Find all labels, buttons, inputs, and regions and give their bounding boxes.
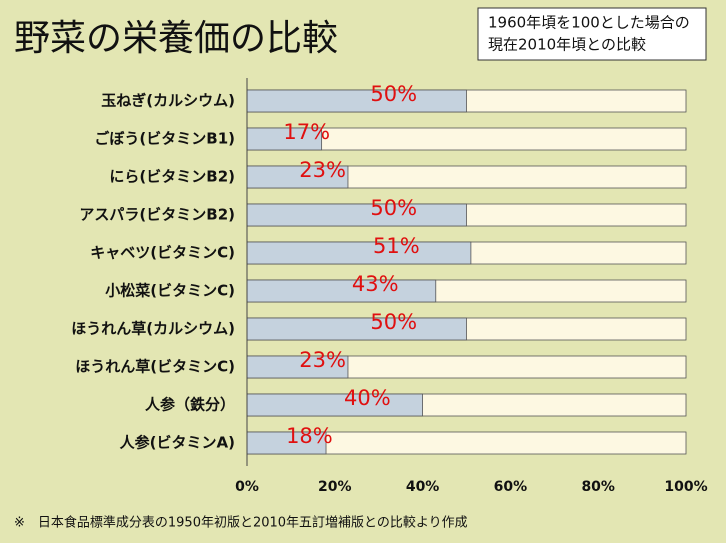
x-tick-label: 0% [235,479,259,495]
y-tick-label: ほうれん草(ビタミンC) [75,358,235,376]
value-label: 50% [370,310,417,334]
x-tick-label: 80% [581,479,615,495]
y-tick-label: 小松菜(ビタミンC) [105,282,235,300]
value-label: 23% [299,158,346,182]
bar [246,89,467,113]
y-tick-label: 人参(ビタミンA) [120,434,235,452]
y-tick-label: アスパラ(ビタミンB2) [79,206,235,224]
y-tick-label: キャベツ(ビタミンC) [90,244,235,262]
subtitle: 1960年頃を100とした場合の [488,14,690,32]
chart-title: 野菜の栄養価の比較 [14,18,338,59]
y-tick-label: ほうれん草(カルシウム) [71,320,235,338]
x-tick-label: 60% [494,479,528,495]
x-tick-label: 100% [664,479,707,495]
value-label: 17% [283,120,330,144]
value-label: 40% [344,386,391,410]
subtitle-box [477,7,707,61]
subtitle: 現在2010年頃との比較 [488,36,646,54]
bar [246,317,467,341]
footnote: ※ 日本食品標準成分表の1950年初版と2010年五訂増補版との比較より作成 [14,515,468,531]
value-label: 18% [286,424,333,448]
value-label: 43% [352,272,399,296]
y-tick-label: ごぼう(ビタミンB1) [94,130,235,148]
value-label: 50% [370,82,417,106]
bar [246,203,467,227]
x-tick-label: 20% [318,479,352,495]
y-tick-label: 人参（鉄分） [145,396,235,414]
value-label: 23% [299,348,346,372]
bar [246,241,472,265]
y-tick-label: 玉ねぎ(カルシウム) [101,92,235,110]
bar [246,279,437,303]
x-tick-label: 40% [406,479,440,495]
bar [246,393,424,417]
value-label: 51% [373,234,420,258]
y-tick-label: にら(ビタミンB2) [109,168,235,186]
value-label: 50% [370,196,417,220]
